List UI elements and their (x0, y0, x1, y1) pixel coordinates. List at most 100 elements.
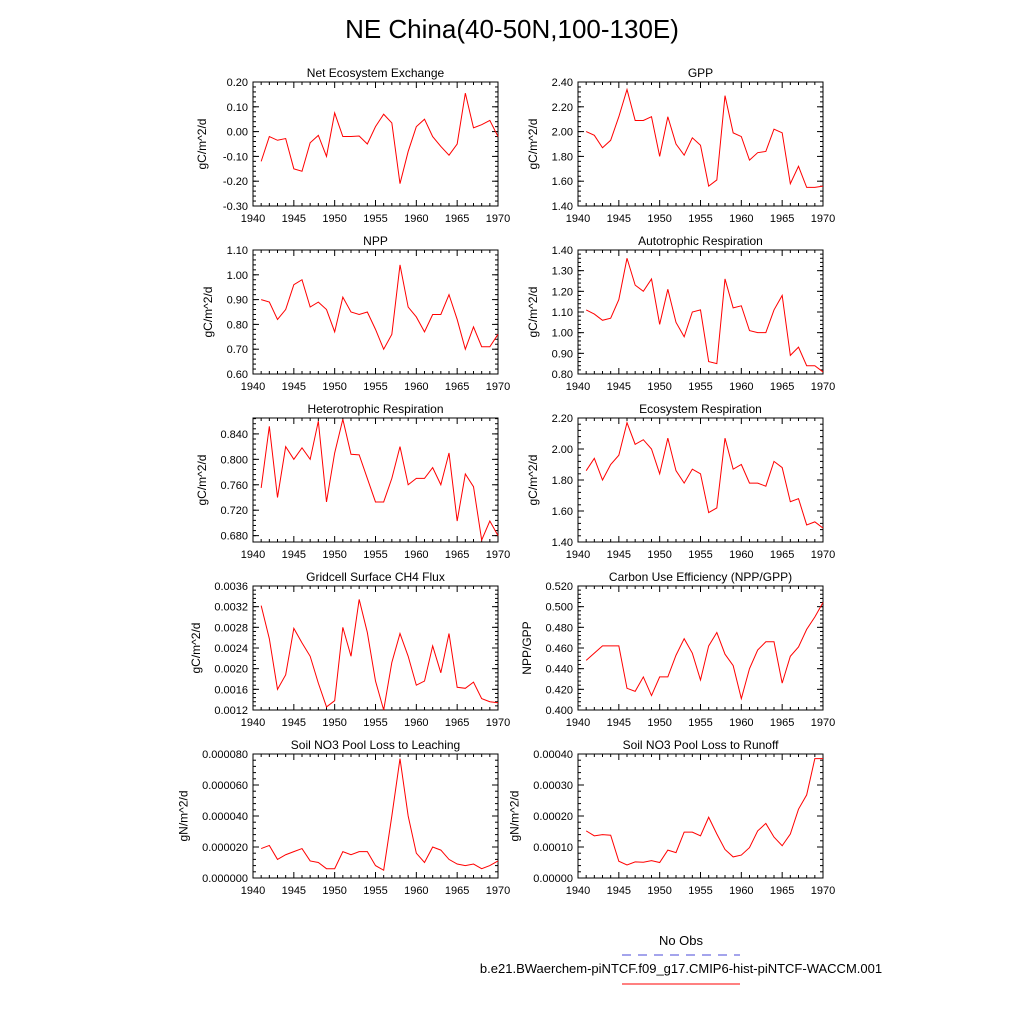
y-tick-label: 0.680 (220, 531, 248, 543)
y-axis-label: gC/m^2/d (189, 623, 203, 674)
y-tick-label: 0.00020 (533, 811, 573, 823)
y-tick-label: 0.460 (545, 643, 573, 655)
x-tick-label: 1950 (322, 549, 346, 561)
plot-frame (252, 585, 499, 711)
x-tick-label: 1945 (282, 885, 306, 897)
panel-4: Heterotrophic Respiration 1940 1945 1950 195… (195, 402, 510, 561)
y-tick-label: 0.000000 (202, 873, 248, 885)
x-tick-label: 1960 (404, 213, 428, 225)
y-tick-label: 2.20 (552, 102, 573, 114)
x-tick-label: 1950 (647, 213, 671, 225)
y-tick-label: 0.0016 (214, 684, 248, 696)
y-tick-label: 2.20 (552, 413, 573, 425)
y-tick-label: 0.90 (552, 348, 573, 360)
x-tick-label: 1945 (282, 381, 306, 393)
y-axis-label: gC/m^2/d (526, 287, 540, 338)
series-line (260, 93, 499, 184)
y-tick-label: 0.80 (552, 369, 573, 381)
x-tick-label: 1955 (363, 717, 387, 729)
x-tick-label: 1940 (566, 549, 590, 561)
series-line (585, 602, 824, 701)
x-tick-label: 1945 (607, 213, 631, 225)
plot-frame (577, 81, 824, 207)
y-tick-label: 0.440 (545, 664, 573, 676)
x-tick-label: 1965 (770, 717, 794, 729)
y-tick-label: -0.10 (223, 151, 248, 163)
x-tick-label: 1955 (363, 549, 387, 561)
series-line (260, 599, 499, 711)
x-tick-label: 1960 (404, 549, 428, 561)
axis-ticks (252, 585, 499, 711)
y-axis-label: gN/m^2/d (508, 791, 522, 842)
series-line (261, 264, 499, 351)
y-tick-label: 0.0012 (214, 705, 248, 717)
y-tick-label: 1.80 (552, 151, 573, 163)
axis-ticks (252, 249, 499, 375)
y-tick-label: 0.80 (227, 319, 248, 331)
panel-title: Gridcell Surface CH4 Flux (306, 570, 445, 584)
y-axis-label: gC/m^2/d (195, 455, 209, 506)
y-tick-label: 0.480 (545, 622, 573, 634)
x-tick-label: 1955 (363, 885, 387, 897)
series-line (260, 419, 499, 542)
axis-ticks (577, 81, 824, 207)
panel-0: Net Ecosystem Exchange 1940 1945 1950 1955 19… (195, 66, 510, 225)
y-tick-label: -0.30 (223, 201, 248, 213)
x-tick-label: 1965 (770, 381, 794, 393)
x-tick-label: 1970 (486, 717, 510, 729)
panel-2: NPP 1940 1945 1950 1955 1960 1965 1970 0.60 0.70 0… (201, 234, 510, 393)
y-tick-label: 0.000080 (202, 749, 248, 761)
plot-frame (577, 753, 824, 879)
x-tick-label: 1970 (486, 213, 510, 225)
y-tick-label: 0.00000 (533, 873, 573, 885)
x-tick-label: 1970 (486, 885, 510, 897)
x-tick-label: 1940 (241, 549, 265, 561)
x-tick-label: 1940 (241, 885, 265, 897)
y-tick-label: 1.00 (552, 328, 573, 340)
y-tick-label: 0.0024 (214, 643, 248, 655)
legend-obs-label: No Obs (659, 933, 704, 948)
panel-title: Soil NO3 Pool Loss to Runoff (623, 738, 780, 752)
x-tick-label: 1945 (282, 717, 306, 729)
axis-ticks (252, 753, 499, 879)
x-tick-label: 1960 (404, 885, 428, 897)
y-tick-label: 1.60 (552, 176, 573, 188)
plot-frame (252, 249, 499, 375)
series-line (585, 87, 824, 188)
x-tick-label: 1940 (241, 381, 265, 393)
x-tick-label: 1960 (729, 213, 753, 225)
x-tick-label: 1970 (811, 213, 835, 225)
x-tick-label: 1970 (811, 381, 835, 393)
panel-8: Soil NO3 Pool Loss to Leaching 1940 1945 19… (176, 738, 510, 897)
panel-title: Ecosystem Respiration (639, 402, 762, 416)
plot-frame (252, 417, 499, 543)
x-tick-label: 1965 (770, 885, 794, 897)
axis-ticks (577, 249, 824, 375)
x-tick-label: 1950 (322, 717, 346, 729)
panel-title: Autotrophic Respiration (638, 234, 763, 248)
x-tick-label: 1970 (486, 549, 510, 561)
x-tick-label: 1945 (607, 381, 631, 393)
y-axis-label: gC/m^2/d (526, 455, 540, 506)
y-tick-label: 2.00 (552, 127, 573, 139)
y-axis-label: gC/m^2/d (526, 119, 540, 170)
y-tick-label: 1.60 (552, 506, 573, 518)
x-tick-label: 1960 (729, 885, 753, 897)
legend: No Obs b.e21.BWaerchem-piNTCF.f09_g17.CM… (480, 933, 882, 985)
x-tick-label: 1965 (445, 885, 469, 897)
series-line (585, 758, 823, 866)
x-tick-label: 1950 (322, 381, 346, 393)
y-tick-label: 0.520 (545, 581, 573, 593)
panel-title: Carbon Use Efficiency (NPP/GPP) (609, 570, 792, 584)
panel-title: Net Ecosystem Exchange (307, 66, 445, 80)
y-tick-label: 1.10 (552, 307, 573, 319)
x-tick-label: 1965 (445, 549, 469, 561)
y-tick-label: 0.720 (220, 505, 248, 517)
y-tick-label: 0.00010 (533, 842, 573, 854)
y-tick-label: 0.00040 (533, 749, 573, 761)
plot-frame (577, 585, 824, 711)
x-tick-label: 1960 (729, 381, 753, 393)
y-tick-label: -0.20 (223, 176, 248, 188)
y-tick-label: 1.40 (552, 537, 573, 549)
x-tick-label: 1945 (607, 885, 631, 897)
